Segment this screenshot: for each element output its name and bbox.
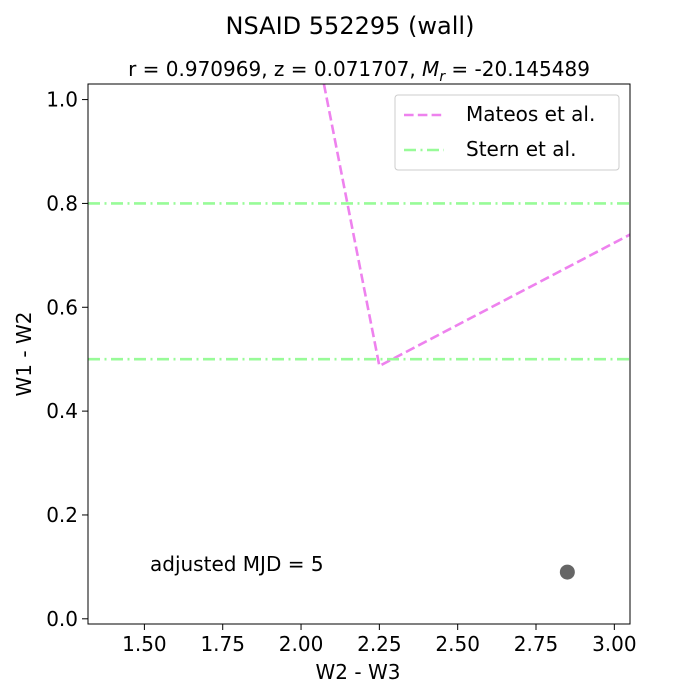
x-tick-label: 2.50 bbox=[435, 632, 480, 656]
y-tick-label: 0.0 bbox=[46, 607, 78, 631]
x-tick-label: 2.00 bbox=[279, 632, 324, 656]
y-tick-label: 1.0 bbox=[46, 88, 78, 112]
annotation-text: adjusted MJD = 5 bbox=[150, 552, 324, 576]
y-tick-label: 0.6 bbox=[46, 295, 78, 319]
legend-label-mateos: Mateos et al. bbox=[466, 102, 595, 126]
data-point bbox=[559, 564, 575, 580]
x-tick-label: 2.25 bbox=[357, 632, 402, 656]
chart-subtitle: r = 0.970969, z = 0.071707, Mr = -20.145… bbox=[128, 57, 590, 85]
chart-title: NSAID 552295 (wall) bbox=[226, 12, 475, 40]
plot-frame bbox=[87, 83, 631, 625]
y-axis-label: W1 - W2 bbox=[12, 312, 36, 397]
y-axis: 0.0 0.2 0.4 0.6 0.8 1.0 bbox=[46, 88, 88, 631]
x-tick-label: 3.00 bbox=[592, 632, 637, 656]
plot-area bbox=[88, 84, 630, 580]
series-line-0-0 bbox=[322, 84, 630, 368]
y-tick-label: 0.2 bbox=[46, 503, 78, 527]
legend-label-stern: Stern et al. bbox=[466, 137, 576, 161]
x-axis: 1.50 1.75 2.00 2.25 2.50 2.75 3.00 bbox=[122, 624, 637, 656]
legend: Mateos et al. Stern et al. bbox=[394, 94, 620, 171]
legend-box bbox=[394, 94, 620, 171]
y-tick-label: 0.4 bbox=[46, 399, 78, 423]
x-tick-label: 1.50 bbox=[122, 632, 167, 656]
x-axis-label: W2 - W3 bbox=[316, 660, 401, 684]
x-tick-label: 2.75 bbox=[514, 632, 559, 656]
y-tick-label: 0.8 bbox=[46, 191, 78, 215]
x-tick-label: 1.75 bbox=[200, 632, 245, 656]
